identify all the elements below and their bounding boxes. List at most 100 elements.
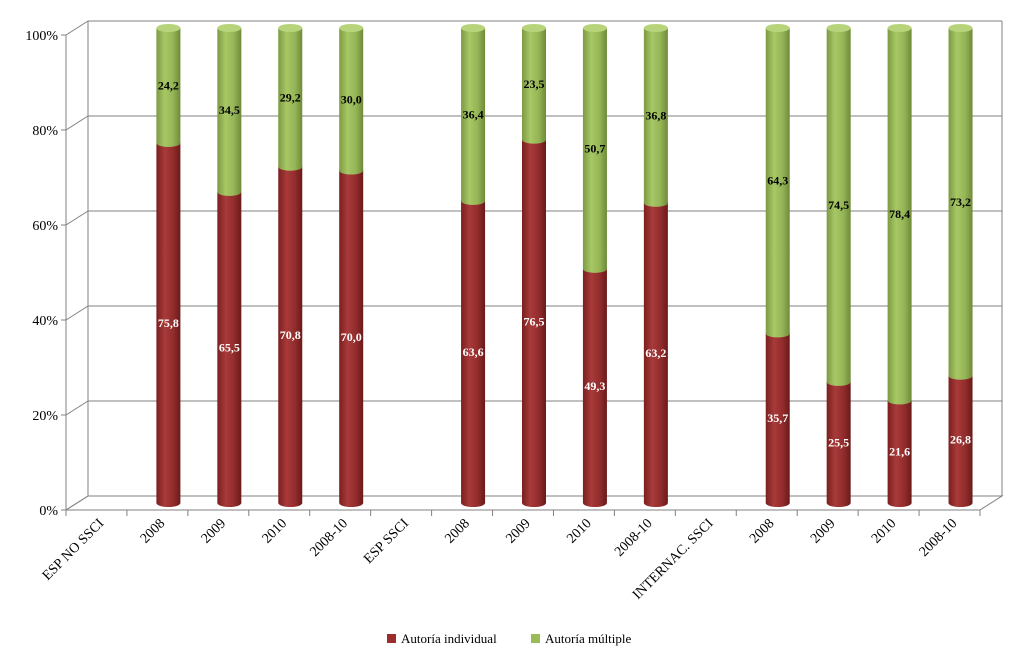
cylinder-body [156, 142, 181, 507]
x-category-label: 2009 [808, 516, 838, 546]
cylinder-body [643, 28, 668, 207]
data-label-individual: 63,2 [645, 346, 666, 360]
y-tick-label: 100% [25, 29, 58, 44]
data-label-multiple: 36,4 [463, 107, 484, 121]
x-category-label: 2010 [869, 516, 899, 546]
data-label-multiple: 36,8 [645, 108, 666, 122]
x-category-label: 2008 [138, 516, 168, 546]
cylinder-top [339, 24, 364, 32]
cylinder-body [339, 170, 364, 507]
legend-label-multiple: Autoría múltiple [545, 631, 632, 646]
cylinder-body [582, 268, 607, 507]
bar-multiple [887, 24, 912, 405]
data-label-individual: 21,6 [889, 445, 910, 459]
cylinder-body [948, 375, 973, 507]
bar-multiple [948, 24, 973, 380]
legend: Autoría individual Autoría múltiple [387, 631, 632, 646]
cylinder-top [765, 24, 790, 32]
gridline-side [65, 210, 89, 226]
y-tick-label: 40% [32, 314, 58, 329]
bar-multiple [217, 24, 242, 196]
data-label-multiple: 64,3 [767, 174, 788, 188]
cylinder-top [522, 24, 546, 32]
x-category-label: ESP SSCI [361, 516, 412, 567]
data-label-individual: 76,5 [524, 314, 545, 328]
data-label-individual: 70,0 [341, 330, 362, 344]
cylinder-top [582, 24, 607, 32]
data-label-individual: 35,7 [767, 411, 788, 425]
cylinder-body [522, 139, 546, 507]
x-category-label: 2010 [260, 516, 290, 546]
x-category-label: 2010 [564, 516, 594, 546]
bar-multiple [156, 24, 181, 147]
legend-swatch-individual [387, 634, 396, 643]
cylinder-top [948, 24, 973, 32]
cylinder-body [522, 28, 546, 144]
cylinder-body [278, 166, 303, 507]
cylinder-top [278, 24, 303, 32]
cylinder-body [887, 400, 912, 507]
data-label-individual: 49,3 [584, 379, 605, 393]
data-label-multiple: 29,2 [280, 90, 301, 104]
cylinder-top [887, 24, 912, 32]
data-label-multiple: 34,5 [219, 103, 240, 117]
cylinder-body [826, 28, 851, 386]
cylinder-body [582, 28, 607, 273]
x-category-label: 2008-10 [917, 516, 961, 560]
bar-multiple [582, 24, 607, 273]
gridline-side [65, 495, 89, 511]
data-label-multiple: 73,2 [950, 195, 971, 209]
data-label-multiple: 78,4 [889, 207, 910, 221]
legend-swatch-multiple [531, 634, 540, 643]
x-category-label: ESP NO SSCI [40, 516, 108, 584]
cylinder-top [643, 24, 668, 32]
y-tick-label: 60% [32, 219, 58, 234]
data-label-multiple: 23,5 [524, 77, 545, 91]
gridline-side [65, 20, 89, 36]
cylinder-body [217, 191, 242, 507]
y-tick-label: 20% [32, 409, 58, 424]
cylinder-body [156, 28, 181, 147]
cylinder-body [948, 28, 973, 380]
x-category-label: 2009 [503, 516, 533, 546]
cylinder-top [156, 24, 181, 32]
data-label-multiple: 50,7 [584, 141, 605, 155]
legend-label-individual: Autoría individual [401, 631, 497, 646]
bar-multiple [339, 24, 364, 175]
bar-multiple [826, 24, 851, 386]
cylinder-body [217, 28, 242, 196]
cylinder-top [461, 24, 486, 32]
cylinder-body [339, 28, 364, 175]
cylinder-body [765, 28, 790, 338]
bar-multiple [643, 24, 668, 207]
x-category-label: 2008-10 [307, 516, 351, 560]
gridline-side [65, 400, 89, 416]
gridline-side [65, 115, 89, 131]
data-label-individual: 75,8 [158, 316, 179, 330]
x-category-label: 2009 [199, 516, 229, 546]
x-category-label: 2008-10 [612, 516, 656, 560]
data-label-multiple: 74,5 [828, 198, 849, 212]
cylinder-body [278, 28, 303, 171]
cylinder-body [826, 381, 851, 507]
cylinder-body [643, 202, 668, 508]
cylinder-body [765, 333, 790, 507]
data-label-multiple: 30,0 [341, 92, 362, 106]
bar-multiple [461, 24, 486, 205]
x-category-label: 2008 [442, 516, 472, 546]
cylinder-body [461, 28, 486, 205]
data-label-multiple: 24,2 [158, 78, 179, 92]
data-label-individual: 26,8 [950, 432, 971, 446]
y-tick-label: 80% [32, 124, 58, 139]
bar-multiple [278, 24, 303, 171]
cylinder-top [217, 24, 242, 32]
cylinder-body [461, 200, 486, 507]
x-category-label: 2008 [747, 516, 777, 546]
bars-layer [156, 24, 973, 508]
bar-multiple [522, 24, 546, 144]
bar-multiple [765, 24, 790, 338]
data-label-individual: 63,6 [463, 345, 484, 359]
data-label-individual: 70,8 [280, 328, 301, 342]
data-label-individual: 25,5 [828, 435, 849, 449]
